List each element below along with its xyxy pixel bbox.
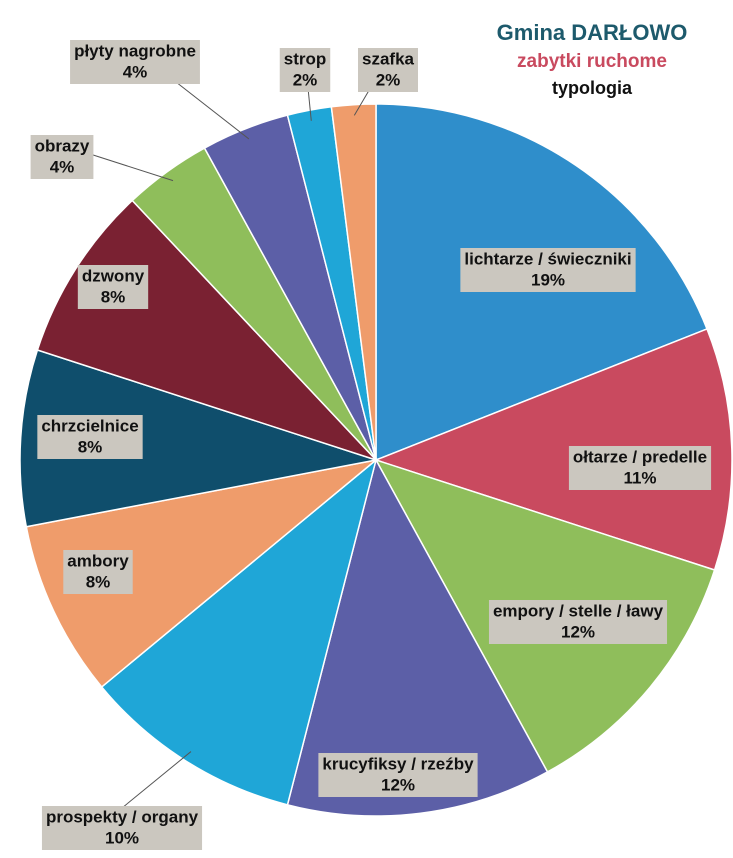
slice-label: empory / stelle / ławy 12%	[488, 600, 668, 644]
slice-label: ołtarze / predelle 11%	[568, 446, 712, 490]
category-label: szafka	[362, 49, 415, 68]
category-label: prospekty / organy	[46, 807, 199, 826]
label-box	[63, 550, 133, 594]
pie-slice	[19, 349, 377, 528]
category-label: empory / stelle / ławy	[493, 601, 664, 620]
slice-label: krucyfiksy / rzeźby 12%	[318, 753, 478, 797]
value-label: 10%	[105, 828, 139, 847]
value-label: 8%	[101, 287, 126, 306]
value-label: 4%	[50, 157, 75, 176]
leader-line	[121, 751, 192, 809]
value-label: 19%	[531, 270, 565, 289]
slice-label: ambory 8%	[63, 550, 133, 594]
slice-label: prospekty / organy 10%	[41, 806, 203, 850]
category-label: krucyfiksy / rzeźby	[322, 754, 474, 773]
category-label: lichtarze / świeczniki	[464, 249, 631, 268]
labels: lichtarze / świeczniki 19% ołtarze / prede…	[30, 40, 712, 850]
value-label: 2%	[293, 70, 318, 89]
category-label: chrzcielnice	[41, 416, 138, 435]
pie-slice	[373, 327, 733, 571]
label-box	[70, 40, 200, 84]
category-label: ambory	[67, 551, 129, 570]
label-box	[279, 48, 331, 92]
label-box	[460, 248, 636, 292]
label-box	[30, 135, 94, 179]
caption: typologia	[552, 78, 633, 98]
pie-slice	[286, 457, 549, 817]
value-label: 12%	[381, 775, 415, 794]
value-label: 8%	[86, 572, 111, 591]
slice-label: szafka 2%	[358, 48, 418, 92]
category-label: strop	[284, 49, 327, 68]
value-label: 11%	[623, 468, 656, 487]
slice-label: lichtarze / świeczniki 19%	[460, 248, 636, 292]
pie-slice	[100, 457, 378, 806]
label-box	[77, 265, 149, 309]
label-box	[318, 753, 478, 797]
pie-slice	[330, 103, 377, 461]
chart-title: Gmina DARŁOWO	[497, 20, 688, 45]
label-box	[41, 806, 203, 850]
slice-label: strop 2%	[279, 48, 331, 92]
slice-label: dzwony 8%	[77, 265, 149, 309]
category-label: płyty nagrobne	[74, 41, 196, 60]
chart-subtitle: zabytki ruchome	[517, 51, 667, 72]
slice-label: chrzcielnice 8%	[37, 415, 143, 459]
value-label: 8%	[78, 437, 103, 456]
value-label: 2%	[376, 70, 401, 89]
label-box	[568, 446, 712, 490]
pie-slice	[25, 459, 377, 688]
value-label: 12%	[561, 622, 595, 641]
slice-label: płyty nagrobne 4%	[70, 40, 200, 84]
category-label: ołtarze / predelle	[573, 447, 707, 466]
slice-label: obrazy 4%	[30, 135, 94, 179]
label-box	[358, 48, 418, 92]
pie	[19, 103, 733, 817]
category-label: dzwony	[82, 266, 145, 285]
label-box	[488, 600, 668, 644]
category-label: obrazy	[35, 136, 90, 155]
label-box	[37, 415, 143, 459]
value-label: 4%	[123, 62, 148, 81]
